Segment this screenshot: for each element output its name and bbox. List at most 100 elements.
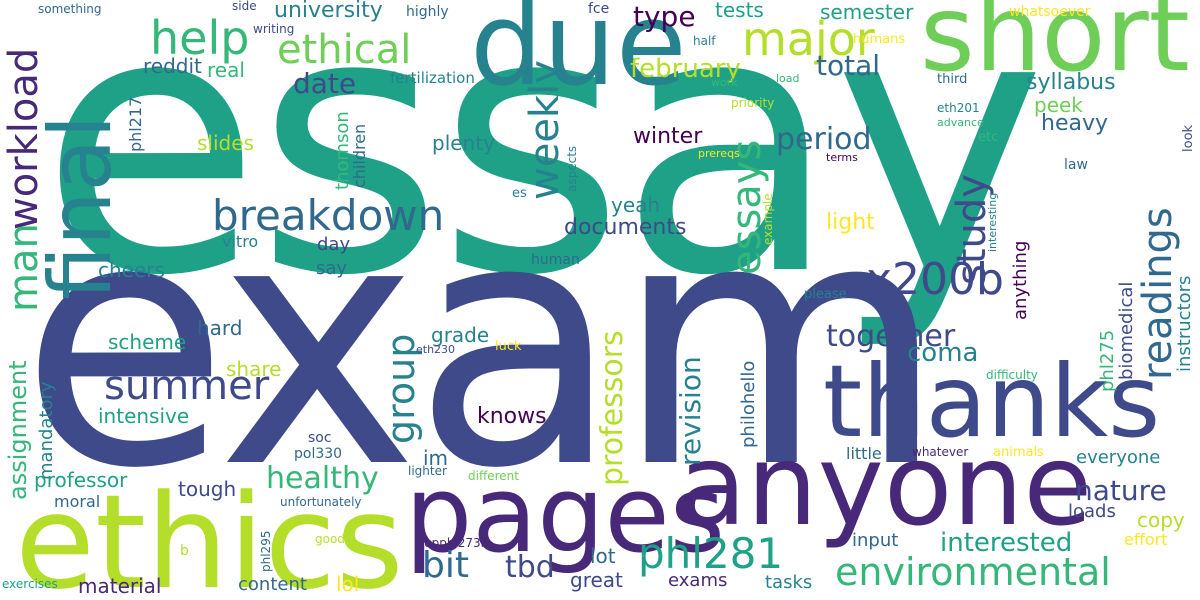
word-university: university <box>274 0 383 23</box>
word-everyone: everyone <box>1076 447 1161 468</box>
word-eth230: eth230 <box>416 343 456 356</box>
word-coma: coma <box>907 338 979 368</box>
word-example: example <box>761 193 775 245</box>
word-essay: es say <box>40 0 1046 354</box>
word-hard: hard <box>197 316 243 340</box>
word-ethical: ethical <box>277 27 412 73</box>
word-group: group <box>379 333 423 444</box>
word-total: total <box>816 49 881 82</box>
word-half: half <box>693 34 716 48</box>
word-b: b <box>180 543 189 559</box>
word-children: children <box>350 123 369 188</box>
word-phl295: phl295 <box>259 530 273 572</box>
word-animals: animals <box>993 445 1044 460</box>
word-plenty: plenty <box>432 131 495 155</box>
word-help: help <box>150 11 250 65</box>
word-peek: peek <box>1034 93 1083 117</box>
word-instructors: instructors <box>1174 275 1195 372</box>
word-phl217: phl217 <box>126 96 145 152</box>
word-philohello: philohello <box>738 360 759 448</box>
word-intensive: intensive <box>98 404 190 428</box>
word-winter: winter <box>633 124 703 149</box>
word-difficulty: difficulty <box>986 368 1038 382</box>
word-due: due <box>470 0 687 112</box>
word-exams: exams <box>668 570 728 591</box>
word-biomedical: biomedical <box>1116 281 1137 380</box>
word-syllabus: syllabus <box>1026 70 1116 95</box>
word-healthy: healthy <box>266 461 379 496</box>
word-third: third <box>937 72 968 87</box>
word-something: something <box>38 2 102 16</box>
word-type: type <box>633 0 696 33</box>
word-side: side <box>232 0 257 13</box>
word-real: real <box>207 58 245 82</box>
word-load: load <box>776 72 800 85</box>
word-im: im <box>423 446 449 470</box>
word-interesting: interesting <box>986 192 999 252</box>
word-semester: semester <box>820 0 914 24</box>
word-law: law <box>1064 157 1088 173</box>
word-revision: revision <box>674 356 707 466</box>
word-mandatory: mandatory <box>36 381 57 480</box>
word-human: human <box>531 252 580 268</box>
word-phl281: phl281 <box>638 529 784 578</box>
word-phl275: phl275 <box>1097 329 1118 392</box>
word-little: little <box>846 444 882 463</box>
word-moral: moral <box>54 492 101 511</box>
word-weekly: weekly <box>522 60 568 200</box>
word-content: content <box>238 574 307 595</box>
word-tasks: tasks <box>765 572 813 593</box>
word-assignment: assignment <box>4 360 32 500</box>
word-x200b: x200b <box>866 254 1004 305</box>
word-professors: professors <box>595 330 630 486</box>
word-reddit: reddit <box>143 54 202 78</box>
word-luck: luck <box>495 339 522 354</box>
word-soc: soc <box>308 430 332 446</box>
word-work: work <box>711 76 738 89</box>
word-anyone: anyone <box>678 421 1093 551</box>
word-february: february <box>630 54 741 84</box>
word-summer: summer <box>104 363 270 409</box>
word-exam: exam <box>20 147 946 543</box>
word-writing: writing <box>253 22 295 36</box>
word-slides: slides <box>197 131 254 155</box>
word-documents: documents <box>564 215 687 240</box>
word-period: period <box>776 122 872 157</box>
word-advance: advance <box>937 116 984 129</box>
word-whatsoever: whatsoever <box>1009 4 1091 20</box>
word-day: day <box>317 234 351 255</box>
word-tests: tests <box>715 0 764 22</box>
word-priority: priority <box>731 96 775 110</box>
word-knows: knows <box>477 404 547 429</box>
word-unfortunately: unfortunately <box>280 495 362 509</box>
word-pol330: pol330 <box>294 446 343 462</box>
word-aspects: aspects <box>565 145 579 192</box>
word-input: input <box>852 530 899 551</box>
word-say: say <box>316 258 348 279</box>
word-whatever: whatever <box>912 445 969 459</box>
word-etc: etc <box>978 130 999 145</box>
word-loads: loads <box>1068 501 1116 522</box>
word-readings: readings <box>1135 207 1181 380</box>
word-nature: nature <box>1075 474 1167 507</box>
word-pages: pages <box>405 453 725 576</box>
word-lighter: lighter <box>408 464 447 478</box>
word-anything: anything <box>1010 240 1031 320</box>
word-terms: terms <box>826 151 858 164</box>
word-es: es <box>512 186 527 201</box>
word-eth201: eth201 <box>937 101 980 115</box>
word-professor: professor <box>34 468 128 492</box>
word-great: great <box>570 568 623 592</box>
word-tbd: tbd <box>505 550 555 585</box>
word-share: share <box>226 357 282 381</box>
word-date: date <box>293 67 357 100</box>
word-breakdown: breakdown <box>212 191 445 240</box>
word-look: look <box>1181 124 1196 152</box>
word-bit: bit <box>422 545 469 586</box>
word-ethics: ethics <box>15 466 404 600</box>
word-cheers: cheers <box>98 258 165 282</box>
word-interested: interested <box>940 528 1073 558</box>
word-thanks: thanks <box>823 343 1161 460</box>
word-prereqs: prereqs <box>698 147 740 160</box>
